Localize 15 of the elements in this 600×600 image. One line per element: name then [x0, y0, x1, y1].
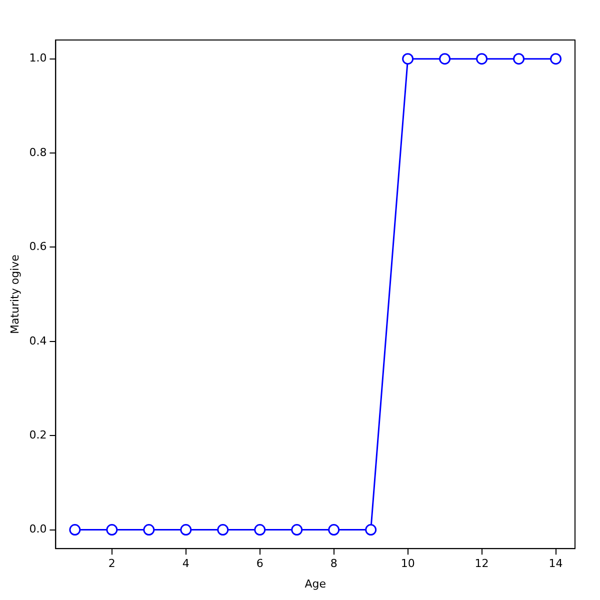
- y-tick-label: 0.8: [29, 146, 47, 159]
- y-tick-label: 0.6: [29, 240, 47, 254]
- y-tick-label: 0.4: [29, 334, 47, 348]
- y-tick-label: 1.0: [29, 52, 47, 65]
- x-axis-title: Age: [304, 577, 326, 590]
- x-tick-label: 12: [474, 557, 489, 570]
- y-axis-title: Maturity ogive: [8, 254, 22, 334]
- x-tick-label: 6: [256, 557, 264, 570]
- y-tick-label: 0.2: [29, 428, 47, 442]
- y-tick-label: 0.0: [29, 522, 47, 536]
- x-tick-label: 8: [330, 557, 338, 570]
- x-tick-label: 2: [108, 557, 116, 570]
- x-tick-label: 10: [400, 557, 415, 570]
- x-tick-label: 4: [182, 557, 190, 570]
- x-tick-label: 14: [548, 557, 563, 570]
